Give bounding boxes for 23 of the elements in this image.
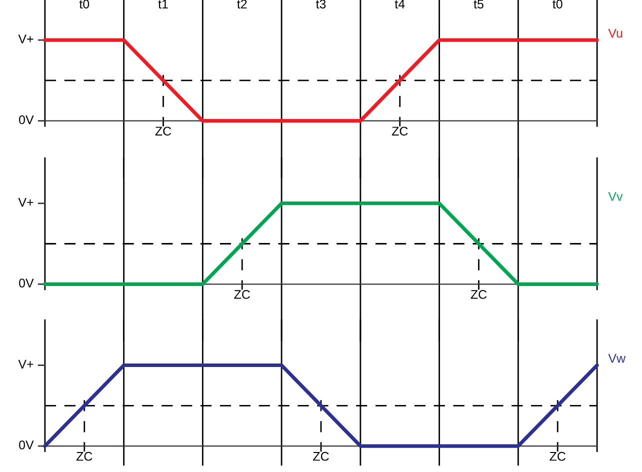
text: t1 <box>158 0 168 8</box>
text: ZC <box>155 126 172 136</box>
text: Vv <box>608 192 623 201</box>
text: V+ <box>18 198 34 207</box>
text: ZC <box>550 452 566 461</box>
text: t0 <box>552 0 562 8</box>
text: ZC <box>234 290 250 299</box>
text: ZC <box>392 126 408 136</box>
text: t0 <box>79 0 90 8</box>
text: V+ <box>18 360 34 368</box>
text: ZC <box>470 290 487 299</box>
text: t3 <box>316 0 326 8</box>
text: 0V <box>19 278 34 288</box>
text: t5 <box>474 0 484 8</box>
series-label: Vw <box>608 354 626 363</box>
text: ZC <box>76 452 92 461</box>
text: ZC <box>313 452 329 461</box>
text: t4 <box>394 0 405 8</box>
text: 0V <box>19 440 34 450</box>
text: V+ <box>18 34 34 44</box>
text: t2 <box>237 0 247 8</box>
text: 0V <box>19 115 34 124</box>
series-label: Vu <box>608 28 622 38</box>
